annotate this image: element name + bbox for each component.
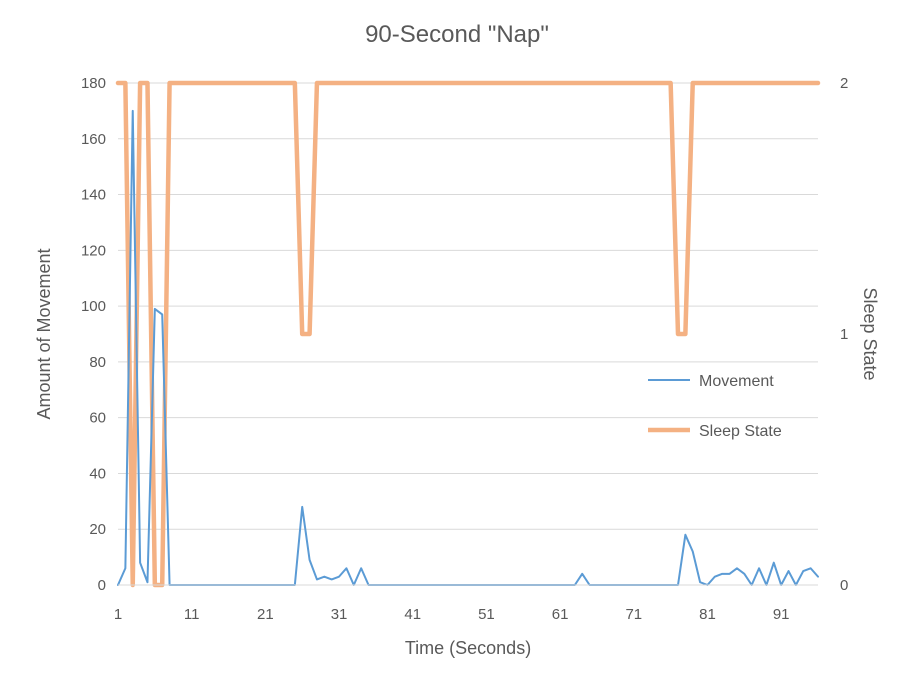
y2-tick-label: 1: [840, 326, 848, 343]
y-tick-label: 160: [81, 131, 106, 148]
x-tick-label: 81: [699, 606, 716, 623]
legend-label-movement: Movement: [699, 373, 774, 390]
x-tick-label: 21: [257, 606, 274, 623]
series-line-movement: [117, 109, 819, 586]
x-tick-label: 41: [404, 606, 421, 623]
x-tick-label: 31: [331, 606, 348, 623]
series-layer: [115, 80, 821, 588]
x-axis-title: Time (Seconds): [405, 638, 531, 658]
y-axis-title: Amount of Movement: [34, 248, 54, 419]
y-tick-label: 40: [89, 465, 106, 482]
y2-tick-label: 2: [840, 75, 848, 92]
x-tick-label: 61: [552, 606, 569, 623]
gridlines: [118, 82, 818, 530]
y-tick-label: 140: [81, 187, 106, 204]
y-tick-label: 20: [89, 521, 106, 538]
y-tick-label: 60: [89, 410, 106, 427]
y-tick-label: 180: [81, 75, 106, 92]
y2-axis-ticks: 0 1 2: [840, 75, 848, 594]
legend-label-sleep-state: Sleep State: [699, 423, 782, 440]
x-tick-label: 1: [114, 606, 122, 623]
y-axis-ticks: 0 20 40 60 80 100 120 140 160 180: [81, 75, 106, 594]
x-tick-label: 91: [773, 606, 790, 623]
y2-tick-label: 0: [840, 577, 848, 594]
y-tick-label: 120: [81, 242, 106, 259]
x-tick-label: 11: [184, 606, 200, 623]
y-tick-label: 0: [98, 577, 106, 594]
x-axis-ticks: 1 11 21 31 41 51 61 71 81 91: [114, 606, 790, 623]
y-tick-label: 80: [89, 354, 106, 371]
y2-axis-title: Sleep State: [860, 287, 880, 380]
y-tick-label: 100: [81, 298, 106, 315]
legend: Movement Sleep State: [648, 373, 782, 440]
chart-title: 90-Second "Nap": [365, 21, 549, 48]
series-line-sleep-state: [115, 80, 821, 588]
x-tick-label: 51: [478, 606, 495, 623]
x-tick-label: 71: [625, 606, 642, 623]
